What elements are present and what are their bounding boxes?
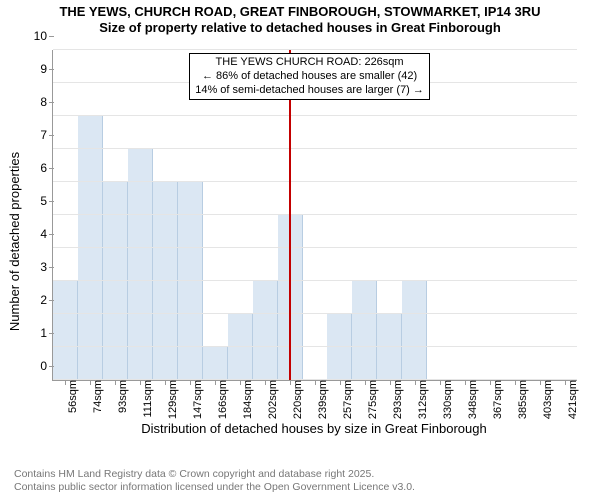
x-tick-label: 403sqm xyxy=(536,380,554,419)
gridline xyxy=(53,148,577,149)
x-tick-label: 367sqm xyxy=(486,380,504,419)
x-tick-label: 56sqm xyxy=(61,380,79,413)
bar-slot: 111sqm xyxy=(128,50,153,380)
y-tick-label: 9 xyxy=(19,62,53,76)
y-tick-label: 7 xyxy=(19,128,53,142)
y-tick-label: 2 xyxy=(19,293,53,307)
x-tick-label: 202sqm xyxy=(261,380,279,419)
footer-line2: Contains public sector information licen… xyxy=(14,481,415,494)
histogram-bar xyxy=(253,280,278,380)
gridline xyxy=(53,313,577,314)
bar-slot: 385sqm xyxy=(502,50,527,380)
x-tick-label: 385sqm xyxy=(511,380,529,419)
gridline xyxy=(53,49,577,50)
gridline xyxy=(53,115,577,116)
x-tick-label: 166sqm xyxy=(211,380,229,419)
y-tick-label: 6 xyxy=(19,161,53,175)
annotation-line: THE YEWS CHURCH ROAD: 226sqm xyxy=(195,56,424,70)
histogram-bar xyxy=(203,346,228,380)
gridline xyxy=(53,181,577,182)
bar-slot: 403sqm xyxy=(527,50,552,380)
x-tick-label: 129sqm xyxy=(161,380,179,419)
x-tick-label: 111sqm xyxy=(136,380,154,418)
x-tick-label: 147sqm xyxy=(186,380,204,419)
chart-title-line1: THE YEWS, CHURCH ROAD, GREAT FINBOROUGH,… xyxy=(0,4,600,20)
bar-slot: 129sqm xyxy=(153,50,178,380)
y-tick-label: 0 xyxy=(19,359,53,373)
x-tick-label: 330sqm xyxy=(436,380,454,419)
x-tick-label: 74sqm xyxy=(86,380,104,413)
bar-slot: 330sqm xyxy=(427,50,452,380)
bar-slot: 56sqm xyxy=(53,50,78,380)
gridline xyxy=(53,346,577,347)
x-tick-label: 293sqm xyxy=(386,380,404,419)
x-tick-label: 93sqm xyxy=(111,380,129,413)
y-tick-label: 10 xyxy=(19,29,53,43)
x-tick-label: 421sqm xyxy=(561,380,579,419)
histogram-bar xyxy=(352,280,377,380)
annotation-box: THE YEWS CHURCH ROAD: 226sqm← 86% of det… xyxy=(189,53,430,100)
x-axis-label: Distribution of detached houses by size … xyxy=(52,421,576,436)
bar-slot: 367sqm xyxy=(477,50,502,380)
y-tick-label: 5 xyxy=(19,194,53,208)
gridline xyxy=(53,247,577,248)
y-tick-label: 8 xyxy=(19,95,53,109)
footer-line1: Contains HM Land Registry data © Crown c… xyxy=(14,468,415,481)
gridline xyxy=(53,214,577,215)
x-tick-label: 257sqm xyxy=(336,380,354,419)
bar-slot: 93sqm xyxy=(103,50,128,380)
y-tick-label: 4 xyxy=(19,227,53,241)
histogram-bar xyxy=(402,280,427,380)
annotation-line: 14% of semi-detached houses are larger (… xyxy=(195,84,424,98)
x-tick-label: 184sqm xyxy=(236,380,254,419)
histogram-bar xyxy=(53,280,78,380)
x-tick-label: 220sqm xyxy=(286,380,304,419)
gridline xyxy=(53,379,577,380)
x-tick-label: 312sqm xyxy=(411,380,429,419)
x-tick-label: 348sqm xyxy=(461,380,479,419)
y-tick-label: 1 xyxy=(19,326,53,340)
x-tick-label: 275sqm xyxy=(361,380,379,419)
chart-title-line2: Size of property relative to detached ho… xyxy=(0,20,600,36)
bar-slot: 421sqm xyxy=(552,50,577,380)
gridline xyxy=(53,280,577,281)
plot-area: 56sqm74sqm93sqm111sqm129sqm147sqm166sqm1… xyxy=(52,50,577,381)
bar-slot: 74sqm xyxy=(78,50,103,380)
attribution-footer: Contains HM Land Registry data © Crown c… xyxy=(14,468,415,494)
bar-slot: 348sqm xyxy=(452,50,477,380)
annotation-line: ← 86% of detached houses are smaller (42… xyxy=(195,70,424,84)
x-tick-label: 239sqm xyxy=(311,380,329,419)
y-tick-label: 3 xyxy=(19,260,53,274)
chart-container: Number of detached properties 56sqm74sqm… xyxy=(0,42,600,440)
